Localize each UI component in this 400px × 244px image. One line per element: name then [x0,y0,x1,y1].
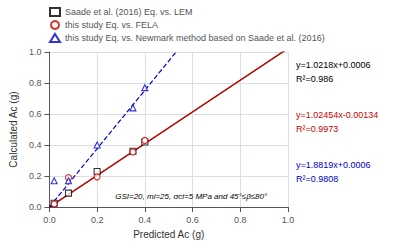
svg-text:0.6: 0.6 [186,215,199,225]
svg-text:0.8: 0.8 [234,215,247,225]
svg-text:GSI=20, mi=25, σci=5 MPa and 4: GSI=20, mi=25, σci=5 MPa and 45°≤β≤80° [115,192,268,201]
svg-text:R²=0.9973: R²=0.9973 [296,124,338,134]
svg-text:1.0: 1.0 [29,47,42,57]
svg-text:R²=0.986: R²=0.986 [296,74,333,84]
svg-text:y=1.02454x-0.00134: y=1.02454x-0.00134 [296,110,378,120]
svg-text:y=1.8819x+0.0006: y=1.8819x+0.0006 [296,160,371,170]
svg-text:0.8: 0.8 [29,78,42,88]
svg-text:1.0: 1.0 [282,215,295,225]
svg-text:this study Eq. vs. Newmark met: this study Eq. vs. Newmark method based … [65,33,325,43]
svg-text:R²=0.9808: R²=0.9808 [296,174,338,184]
svg-text:0.0: 0.0 [43,215,56,225]
svg-text:0.6: 0.6 [29,109,42,119]
svg-text:this study Eq. vs. FELA: this study Eq. vs. FELA [65,20,158,30]
svg-text:Predicted Ac (g): Predicted Ac (g) [133,229,204,240]
svg-text:0.4: 0.4 [29,140,42,150]
svg-text:Calculated Ac (g): Calculated Ac (g) [8,91,19,167]
svg-text:0.2: 0.2 [29,171,42,181]
svg-text:Saade et al. (2016) Eq. vs. LE: Saade et al. (2016) Eq. vs. LEM [65,7,193,17]
svg-text:0.2: 0.2 [91,215,104,225]
svg-text:y=1.0218x+0.0006: y=1.0218x+0.0006 [296,60,371,70]
svg-text:0.0: 0.0 [29,202,42,212]
svg-text:0.4: 0.4 [139,215,152,225]
